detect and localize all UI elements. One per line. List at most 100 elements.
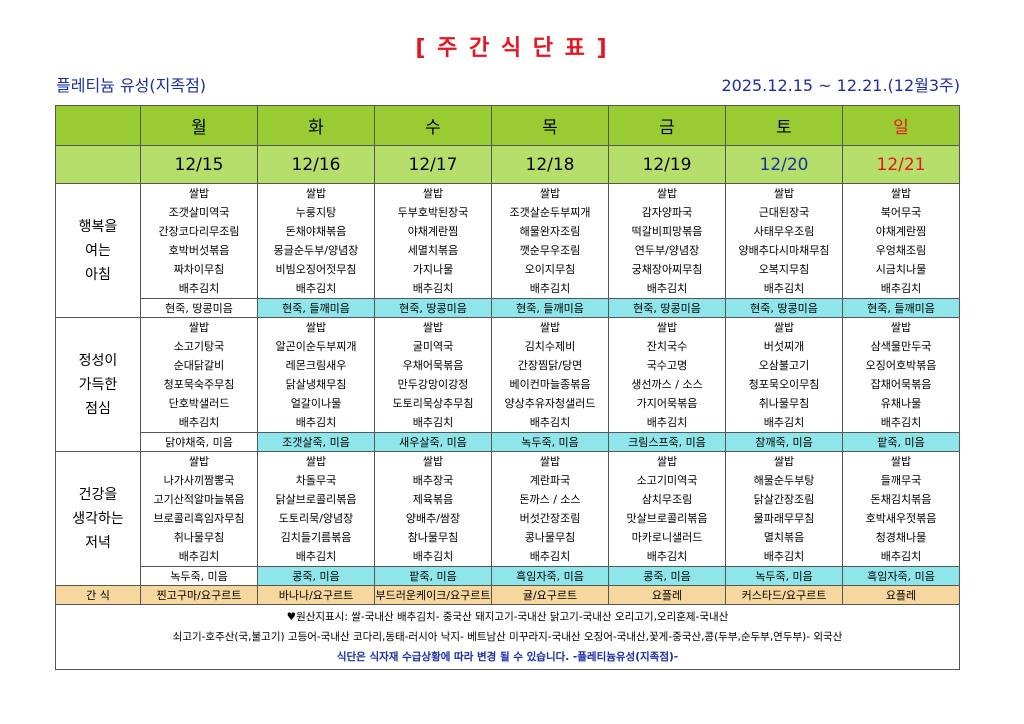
porridge: 현죽, 들깨미음 <box>491 298 609 318</box>
menu-item: 쌀밥 <box>188 321 210 334</box>
menu-cell: 쌀밥 해물순두부탕 닭살간장조림 물파래무무침 멸치볶음 배추김치 <box>725 451 843 567</box>
menu-cell: 쌀밥 배추장국 제육볶음 양배추/쌈장 참나물무침 배추김치 <box>374 451 492 567</box>
menu-item: 쌀밥 <box>539 321 561 334</box>
menu-item: 취나물무침 <box>173 531 225 544</box>
menu-item: 해물순두부탕 <box>753 474 815 487</box>
menu-item: 잔치국수 <box>646 340 688 353</box>
porridge: 현죽, 들깨미음 <box>842 298 960 318</box>
meal-label-line: 아침 <box>85 266 111 283</box>
menu-table: 월 화 수 목 금 토 일 12/15 12/16 12/17 12/18 12/19 12/20 12/… <box>55 105 960 670</box>
menu-item: 순대닭갈비 <box>173 359 225 372</box>
menu-item: 배추김치 <box>412 416 454 429</box>
menu-item: 단호박샐러드 <box>168 397 230 410</box>
porridge: 조갯살죽, 미음 <box>257 432 375 452</box>
menu-item: 쌀밥 <box>422 187 444 200</box>
menu-cell: 쌀밥 두부호박된장국 야채계란찜 세멸치볶음 가지나물 배추김치 <box>374 183 492 299</box>
menu-item: 청포묵숙주무침 <box>163 378 235 391</box>
porridge: 녹두죽, 미음 <box>140 566 258 586</box>
porridge: 크림스프죽, 미음 <box>608 432 726 452</box>
origin-line: ♥원산지표시: 쌀-국내산 배추김치- 중국산 돼지고기-국내산 닭고기-국내산… <box>286 611 729 623</box>
menu-item: 돈채야채볶음 <box>285 225 347 238</box>
menu-item: 닭살간장조림 <box>753 493 815 506</box>
menu-item: 야채계란찜 <box>875 225 927 238</box>
porridge: 현죽, 땅콩미음 <box>140 298 258 318</box>
menu-item: 가지어묵볶음 <box>636 397 698 410</box>
menu-item: 양배추/쌈장 <box>405 512 461 525</box>
meal-row: 행복을 여는 아침 쌀밥 조갯살미역국 간장코다리무조림 호박버섯볶음 짜차이무침 배추김치 쌀밥… <box>55 183 960 318</box>
porridge: 참깨죽, 미음 <box>725 432 843 452</box>
footer: ♥원산지표시: 쌀-국내산 배추김치- 중국산 돼지고기-국내산 닭고기-국내산… <box>55 604 960 670</box>
day: 토 <box>725 105 843 146</box>
menu-item: 우엉채조림 <box>875 244 927 257</box>
date-row: 12/15 12/16 12/17 12/18 12/19 12/20 12/21 <box>55 145 960 184</box>
menu-item: 오복지무침 <box>758 263 810 276</box>
menu-item: 호박새우젓볶음 <box>865 512 937 525</box>
menu-item: 쌀밥 <box>422 455 444 468</box>
menu-item: 배추김치 <box>178 282 220 295</box>
menu-item: 김치들기름볶음 <box>280 531 352 544</box>
menu-cell: 쌀밥 잔치국수 국수고명 생선까스 / 소스 가지어묵볶음 배추김치 <box>608 317 726 433</box>
menu-item: 닭살냉채무침 <box>285 378 347 391</box>
snack: 귤/요구르트 <box>491 585 609 605</box>
menu-cell: 쌀밥 조갯살미역국 간장코다리무조림 호박버섯볶음 짜차이무침 배추김치 <box>140 183 258 299</box>
menu-item: 배추김치 <box>295 550 337 563</box>
corner <box>55 105 141 146</box>
menu-item: 사태무우조림 <box>753 225 815 238</box>
menu-item: 오징어호박볶음 <box>865 359 937 372</box>
menu-item: 배추김치 <box>529 282 571 295</box>
menu-item: 쌀밥 <box>305 321 327 334</box>
menu-item: 조갯살순두부찌개 <box>509 206 591 219</box>
porridge: 흑임자죽, 미음 <box>491 566 609 586</box>
menu-item: 쌀밥 <box>890 321 912 334</box>
meal-label-line: 정성이 <box>78 352 118 369</box>
title: [ 주 간 식 단 표 ] <box>415 36 609 61</box>
snack: 찐고구마/요구르트 <box>140 585 258 605</box>
menu-item: 버섯간장조림 <box>519 512 581 525</box>
menu-item: 브로콜리흑임자무침 <box>153 512 245 525</box>
menu-item: 닭살브로콜리볶음 <box>275 493 357 506</box>
snack: 요플레 <box>608 585 726 605</box>
porridge: 새우살죽, 미음 <box>374 432 492 452</box>
menu-item: 야채계란찜 <box>407 225 459 238</box>
menu-item: 참나물무침 <box>407 531 459 544</box>
menu-item: 배추김치 <box>763 416 805 429</box>
day: 화 <box>257 105 375 146</box>
notice: 식단은 식자재 수급상황에 따라 변경 될 수 있습니다. -플레티늄유성(지족… <box>336 651 679 663</box>
menu-item: 배추김치 <box>646 416 688 429</box>
menu-item: 김치수제비 <box>524 340 576 353</box>
menu-item: 쌀밥 <box>305 455 327 468</box>
menu-item: 배추김치 <box>880 416 922 429</box>
menu-cell: 쌀밥 나가사끼짬뽕국 고기산적알마늘볶음 브로콜리흑임자무침 취나물무침 배추김치 <box>140 451 258 567</box>
snack: 바나나/요구르트 <box>257 585 375 605</box>
menu-cell: 쌀밥 북어무국 야채계란찜 우엉채조림 시금치나물 배추김치 <box>842 183 960 299</box>
menu-item: 깻순무우조림 <box>519 244 581 257</box>
porridge: 현죽, 땅콩미음 <box>374 298 492 318</box>
snack-label: 간 식 <box>55 585 141 605</box>
menu-item: 쌀밥 <box>773 321 795 334</box>
menu-item: 멸치볶음 <box>763 531 805 544</box>
menu-item: 돈채김치볶음 <box>870 493 932 506</box>
footer-row: ♥원산지표시: 쌀-국내산 배추김치- 중국산 돼지고기-국내산 닭고기-국내산… <box>55 604 960 670</box>
menu-item: 배추김치 <box>295 282 337 295</box>
menu-item: 두부호박된장국 <box>397 206 469 219</box>
menu-item: 소고기탕국 <box>173 340 225 353</box>
menu-item: 쌀밥 <box>656 187 678 200</box>
menu-item: 쌀밥 <box>305 187 327 200</box>
meal-label-line: 생각하는 <box>72 510 124 527</box>
menu-item: 들깨무국 <box>880 474 922 487</box>
menu-item: 떡갈비피망볶음 <box>631 225 703 238</box>
menu-item: 배추김치 <box>178 416 220 429</box>
meal-label-line: 건강을 <box>78 486 118 503</box>
menu-item: 삼치무조림 <box>641 493 693 506</box>
meal-label-line: 점심 <box>85 400 111 417</box>
porridge-row: 닭야채죽, 미음 조갯살죽, 미음 새우살죽, 미음 녹두죽, 미음 크림스프죽, 미음… <box>56 432 960 452</box>
menu-item: 배추김치 <box>763 282 805 295</box>
menu-item: 양상추유자청샐러드 <box>504 397 596 410</box>
porridge: 흑임자죽, 미음 <box>842 566 960 586</box>
menu-item: 배추김치 <box>295 416 337 429</box>
menu-item: 만두강망이강정 <box>397 378 469 391</box>
menu-item: 국수고명 <box>646 359 688 372</box>
menu-item: 쌀밥 <box>890 455 912 468</box>
meal-label: 정성이 가득한 점심 <box>55 317 141 452</box>
